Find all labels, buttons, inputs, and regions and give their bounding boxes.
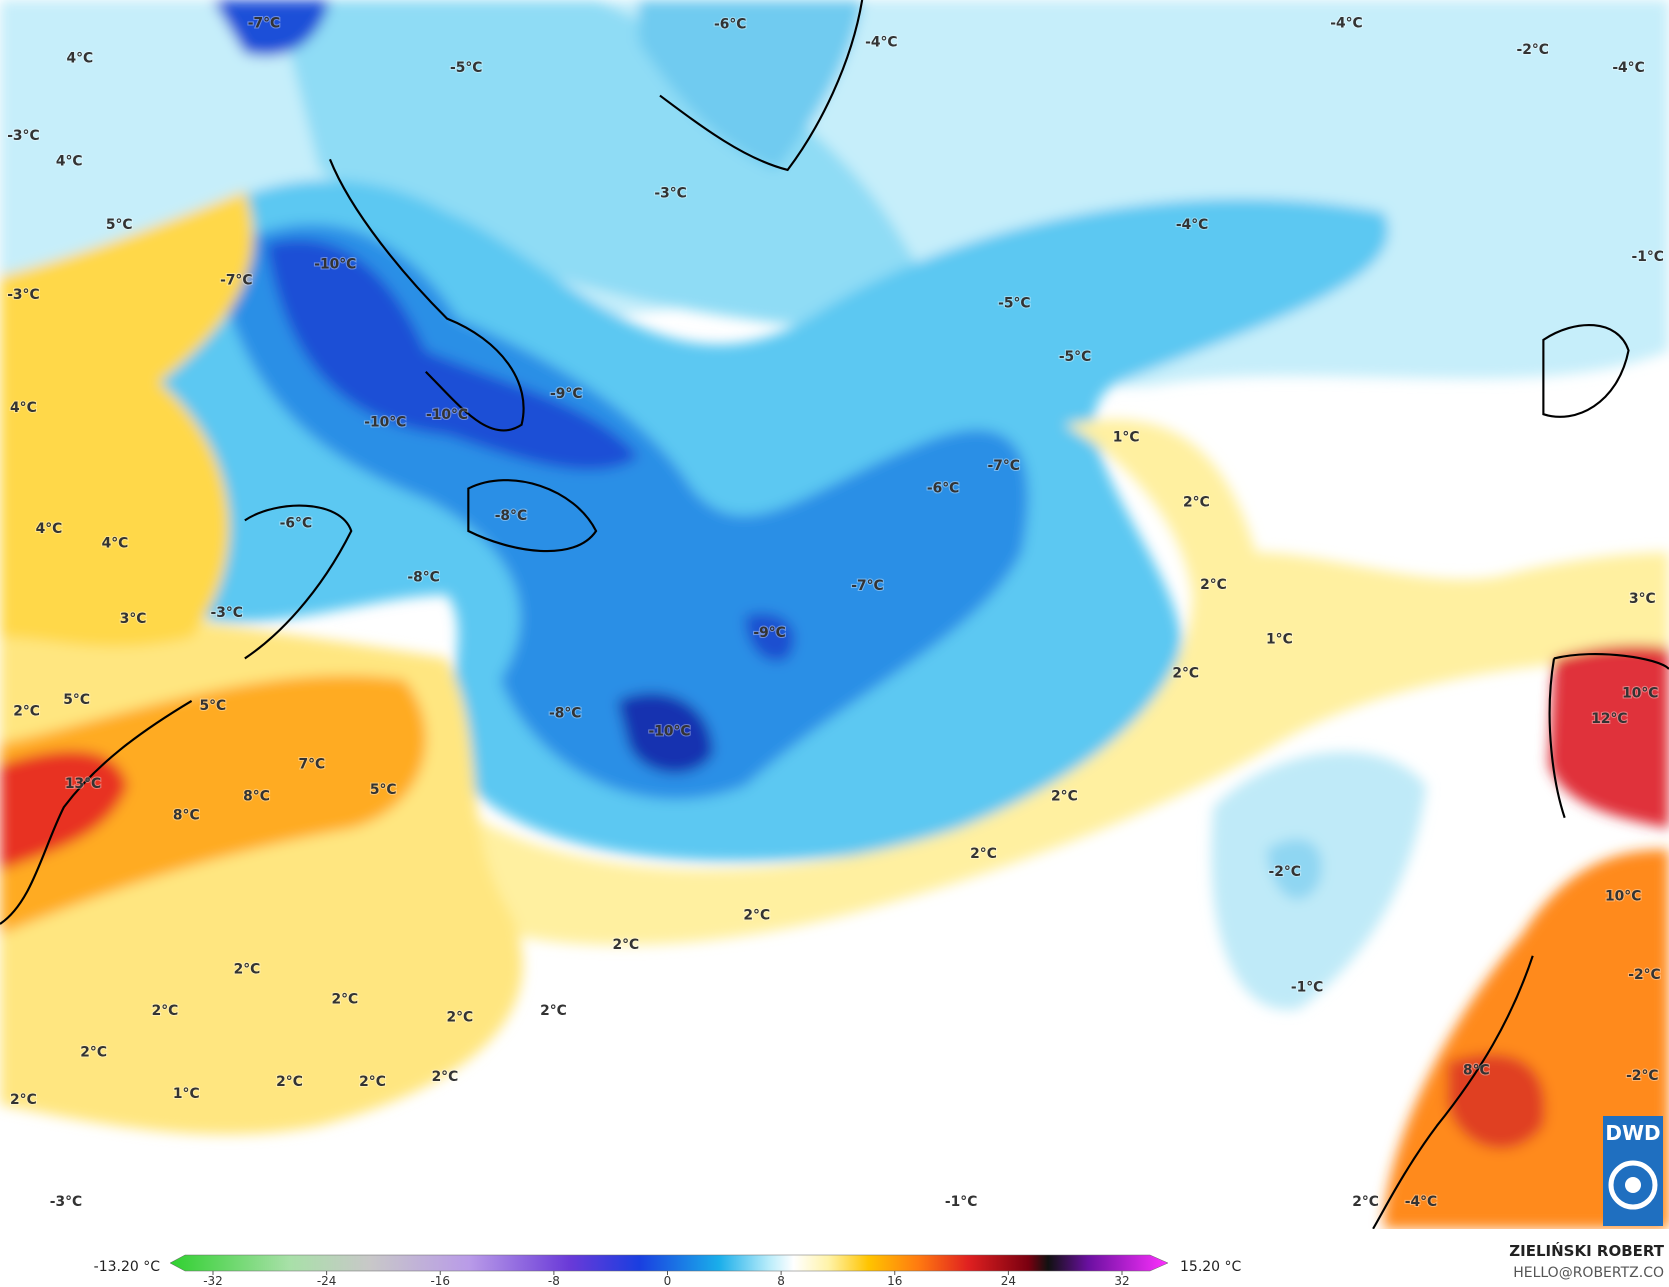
temp-label: -3°C	[7, 128, 39, 144]
colorbar-tick-label: 16	[887, 1274, 902, 1287]
temp-label: 3°C	[1629, 591, 1656, 607]
temp-label: 2°C	[152, 1003, 179, 1019]
temp-label: -1°C	[945, 1194, 977, 1210]
temp-label: 5°C	[200, 698, 227, 714]
temp-label: 3°C	[120, 611, 147, 627]
temp-label: -8°C	[407, 570, 439, 586]
colorbar-tick-label: -16	[430, 1274, 450, 1287]
temp-label: 8°C	[1463, 1063, 1490, 1079]
temp-label: -4°C	[865, 34, 897, 50]
temp-label: 4°C	[36, 521, 63, 537]
map: -7°C 4°C -5°C -6°C -4°C -4°C -2°C -4°C -3°C 4°C -3…	[0, 0, 1669, 1230]
colorbar-tick-label: 8	[777, 1274, 785, 1287]
author: ZIELIŃSKI ROBERT	[1509, 1241, 1664, 1260]
temp-label: 2°C	[80, 1044, 107, 1060]
colorbar	[169, 1254, 1169, 1272]
temp-label: 10°C	[1605, 888, 1641, 904]
temp-label: 4°C	[102, 536, 129, 552]
temp-label: -1°C	[1631, 249, 1663, 265]
temp-label: -7°C	[220, 272, 252, 288]
temp-label: 2°C	[234, 962, 261, 978]
temp-label: 1°C	[173, 1086, 200, 1102]
temp-label: -8°C	[495, 508, 527, 524]
temp-label: -6°C	[714, 16, 746, 32]
logo-icon-core	[1625, 1177, 1641, 1193]
temp-label: 7°C	[299, 757, 326, 773]
colorbar-tick-label: -8	[548, 1274, 560, 1287]
colorbar-tick-label: 0	[664, 1274, 672, 1287]
temp-label: -4°C	[1176, 217, 1208, 233]
colorbar-tick-label: 24	[1001, 1274, 1016, 1287]
temp-label: -3°C	[211, 605, 243, 621]
temp-label: 2°C	[970, 846, 997, 862]
temp-label: -10°C	[648, 724, 690, 740]
temp-label: -5°C	[450, 60, 482, 76]
temp-label: -2°C	[1269, 864, 1301, 880]
temp-label: 10°C	[1622, 685, 1658, 701]
temp-label: 2°C	[1352, 1194, 1379, 1210]
temp-label: 8°C	[243, 789, 270, 805]
temp-label: -9°C	[550, 386, 582, 402]
logo-text: DWD	[1605, 1121, 1660, 1145]
legend-min: -13.20 °C	[94, 1259, 161, 1275]
legend-max: 15.20 °C	[1180, 1259, 1242, 1275]
temp-label: -2°C	[1517, 42, 1549, 58]
temp-label: 2°C	[332, 991, 359, 1007]
temp-label: 4°C	[56, 153, 83, 169]
colorbar-tick-label: 32	[1114, 1274, 1129, 1287]
temp-label: 12°C	[1591, 711, 1627, 727]
temp-label: 2°C	[1183, 494, 1210, 510]
temp-label: -5°C	[1059, 349, 1091, 365]
temp-label: -3°C	[654, 185, 686, 201]
temp-label: 2°C	[743, 907, 770, 923]
temp-label: 1°C	[1266, 631, 1293, 647]
temp-label: -6°C	[280, 516, 312, 532]
temp-label: 4°C	[10, 400, 37, 416]
temp-label: -7°C	[988, 458, 1020, 474]
temp-label: 5°C	[370, 782, 397, 798]
temp-label: -3°C	[50, 1194, 82, 1210]
temp-label: -2°C	[1628, 967, 1660, 983]
temp-label: 5°C	[106, 217, 133, 233]
temp-label: 2°C	[1200, 577, 1227, 593]
temp-label: 4°C	[66, 50, 93, 66]
temp-label: 1°C	[1113, 430, 1140, 446]
temp-label: -10°C	[426, 407, 468, 423]
temp-label: 2°C	[13, 704, 40, 720]
temp-label: -5°C	[998, 296, 1030, 312]
colorbar-tick-label: -24	[317, 1274, 337, 1287]
temp-label: 13°C	[65, 776, 101, 792]
temp-label: 2°C	[446, 1009, 473, 1025]
temp-label: -4°C	[1612, 60, 1644, 76]
temp-label: -7°C	[851, 578, 883, 594]
temp-label: 5°C	[63, 692, 90, 708]
temp-label: 2°C	[432, 1069, 459, 1085]
temp-label: -3°C	[7, 287, 39, 303]
temp-label: -4°C	[1405, 1194, 1437, 1210]
logo-icon	[1608, 1160, 1658, 1210]
colorbar-tick-label: -32	[203, 1274, 223, 1287]
temp-label: 2°C	[10, 1092, 37, 1108]
temp-label: -4°C	[1330, 15, 1362, 31]
temp-label: -2°C	[1626, 1068, 1658, 1084]
temp-label: 2°C	[1051, 789, 1078, 805]
temp-label: -1°C	[1291, 980, 1323, 996]
temp-label: -10°C	[364, 415, 406, 431]
temp-label: -7°C	[248, 15, 280, 31]
contact: HELLO@ROBERTZ.CO	[1513, 1265, 1664, 1281]
temp-label: 8°C	[173, 808, 200, 824]
temp-label: 2°C	[613, 937, 640, 953]
temp-label: 2°C	[359, 1074, 386, 1090]
temp-label: -6°C	[927, 481, 959, 497]
temp-label: -9°C	[753, 625, 785, 641]
temp-label: -10°C	[314, 256, 356, 272]
temp-label: -8°C	[549, 706, 581, 722]
temp-label: 2°C	[276, 1074, 303, 1090]
temp-label: 2°C	[540, 1003, 567, 1019]
temp-label: 2°C	[1172, 665, 1199, 681]
